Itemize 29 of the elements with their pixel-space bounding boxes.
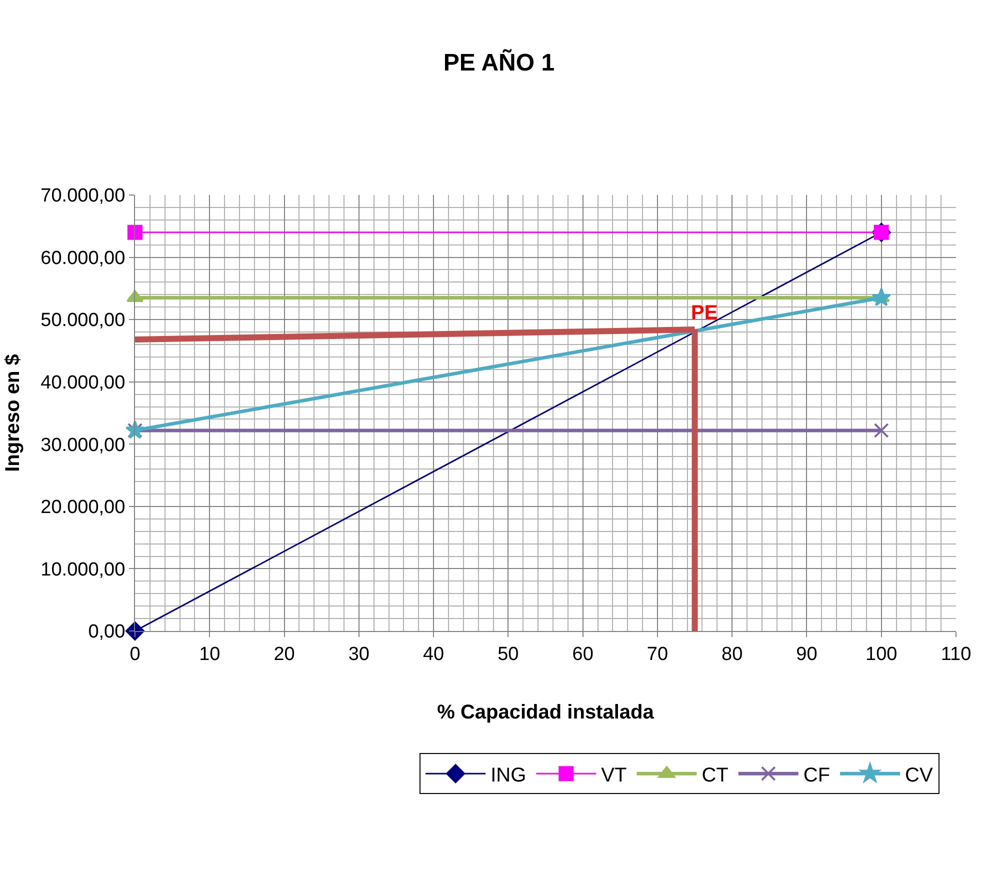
x-axis-title: % Capacidad instalada	[437, 701, 655, 724]
x-tick-label: 10	[199, 644, 220, 665]
y-tick-label: 70.000,00	[40, 186, 126, 207]
x-tick-label: 100	[866, 644, 898, 665]
x-tick-label: 20	[274, 644, 295, 665]
x-tick-label: 80	[722, 644, 743, 665]
y-tick-label: 50.000,00	[40, 310, 126, 332]
y-tick-label: 40.000,00	[40, 372, 126, 394]
chart-title: PE AÑO 1	[443, 48, 555, 76]
legend-label: CV	[905, 764, 934, 786]
x-tick-label: 70	[646, 644, 668, 665]
x-tick-label: 50	[498, 644, 519, 665]
y-tick-label: 20.000,00	[40, 497, 126, 518]
y-tick-label: 60.000,00	[40, 248, 126, 269]
y-tick-label: 30.000,00	[40, 434, 126, 456]
x-tick-label: 90	[796, 644, 818, 665]
x-tick-label: 30	[348, 644, 370, 665]
y-tick-label: 0,00	[88, 622, 126, 643]
annotation: PE	[691, 302, 718, 324]
x-tick-label: 0	[130, 644, 140, 665]
legend-label: CF	[803, 764, 830, 786]
legend-label: CT	[702, 764, 728, 786]
legend-label: ING	[490, 764, 526, 786]
x-tick-label: 110	[940, 644, 972, 665]
y-tick-label: 10.000,00	[40, 559, 126, 580]
legend-label: VT	[601, 764, 627, 786]
x-tick-label: 60	[572, 644, 594, 665]
y-axis-title: Ingreso en $	[2, 354, 24, 472]
x-tick-label: 40	[422, 644, 444, 665]
